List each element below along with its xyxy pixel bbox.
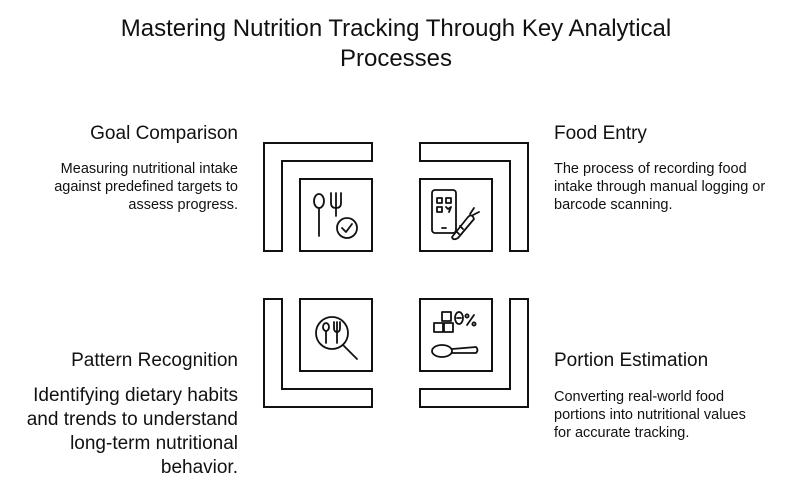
box-pattern-recognition (299, 298, 373, 372)
fork-check-icon (313, 192, 358, 239)
food-entry-heading: Food Entry (554, 123, 647, 144)
goal-comparison-description: Measuring nutritional intake against pre… (54, 161, 238, 213)
frame-top-right (419, 142, 529, 252)
box-food-entry (419, 178, 493, 252)
frame-bottom-right (419, 298, 529, 408)
food-entry-description: The process of recording food intake thr… (554, 161, 766, 213)
frame-bottom-left (263, 298, 373, 408)
pattern-recognition-description: Identifying dietary habits and trends to… (26, 385, 238, 478)
phone-qr-carrot-icon (431, 189, 480, 241)
box-portion-estimation (419, 298, 493, 372)
frame-top-left (263, 142, 373, 252)
portion-estimation-heading: Portion Estimation (554, 350, 709, 371)
scale-spoon-icon (431, 311, 479, 358)
goal-comparison-heading: Goal Comparison (90, 123, 238, 144)
portion-estimation-description: Converting real-world food portions into… (554, 389, 746, 441)
box-goal-comparison (299, 178, 373, 252)
magnifier-utensils-icon (315, 316, 358, 360)
diagram-title: Mastering Nutrition Tracking Through Key… (120, 15, 672, 72)
pattern-recognition-heading: Pattern Recognition (71, 350, 238, 371)
